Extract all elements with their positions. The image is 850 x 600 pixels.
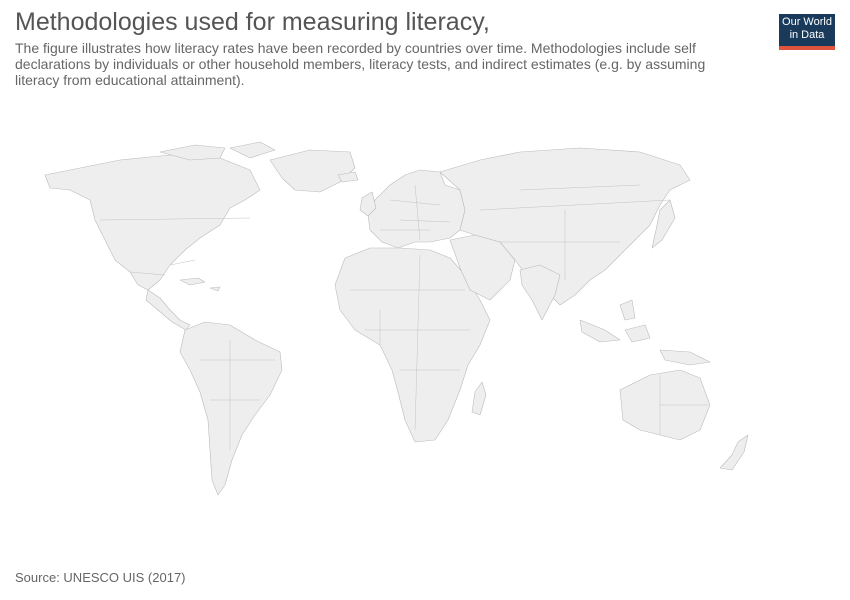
border-lines-australia [659, 375, 708, 435]
chart-title: Methodologies used for measuring literac… [15, 8, 490, 36]
region-africa[interactable] [334, 247, 491, 443]
region-southeast-asia-islands[interactable] [579, 299, 711, 366]
world-map[interactable] [20, 130, 800, 500]
region-central-america[interactable] [145, 289, 191, 331]
border-lines-south-america [200, 340, 275, 450]
source-note: Source: UNESCO UIS (2017) [15, 570, 186, 585]
region-arctic-islands[interactable] [159, 141, 276, 161]
border-lines-africa [350, 254, 470, 431]
region-british-isles[interactable] [359, 191, 377, 217]
region-iceland[interactable] [337, 171, 359, 183]
logo-line-1: Our World [782, 16, 832, 28]
region-south-america[interactable] [179, 321, 283, 496]
region-new-zealand[interactable] [719, 434, 749, 471]
border-lines-asia [479, 184, 671, 280]
chart-subtitle: The figure illustrates how literacy rate… [15, 40, 706, 88]
border-lines-north-america [99, 217, 251, 276]
logo-line-2: in Data [789, 29, 825, 41]
region-caribbean[interactable] [179, 277, 221, 292]
owid-logo[interactable]: Our World in Data [779, 14, 835, 50]
border-lines-europe [380, 184, 451, 241]
region-greenland[interactable] [269, 149, 356, 193]
region-madagascar[interactable] [471, 381, 487, 416]
region-india[interactable] [519, 264, 561, 321]
region-north-america[interactable] [44, 154, 261, 291]
